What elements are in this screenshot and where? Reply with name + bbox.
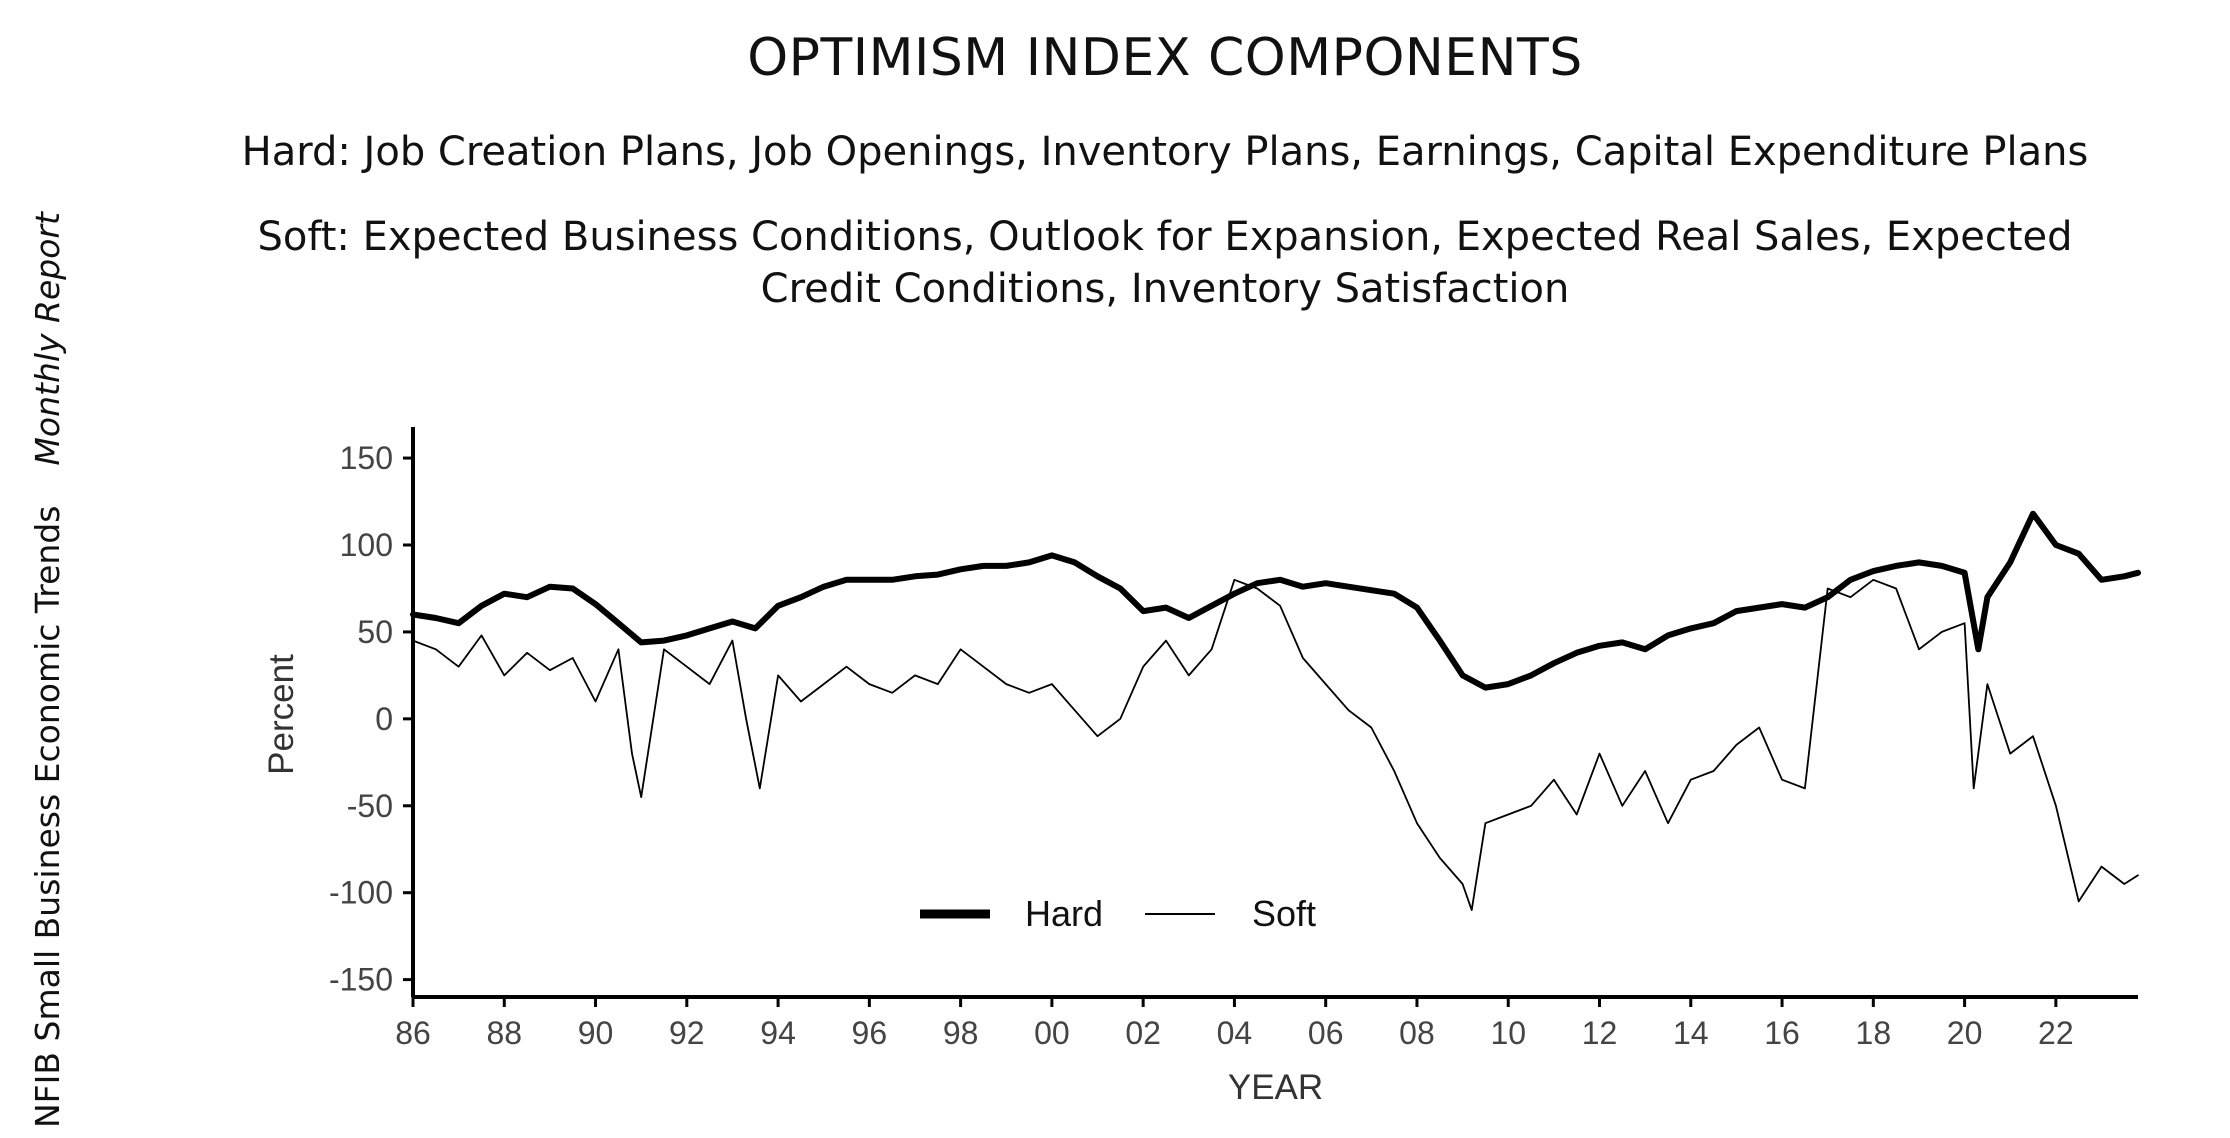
x-tick-label: 86 [395, 1015, 431, 1051]
x-tick-label: 16 [1764, 1015, 1800, 1051]
legend-hard-label: Hard [1025, 893, 1103, 934]
x-axis-title: YEAR [1228, 1068, 1323, 1107]
x-tick-label: 98 [943, 1015, 979, 1051]
page-title: OPTIMISM INDEX COMPONENTS [747, 28, 1583, 88]
x-tick-label: 22 [2038, 1015, 2074, 1051]
x-tick-label: 92 [669, 1015, 705, 1051]
x-tick-label: 06 [1308, 1015, 1344, 1051]
y-tick-label: 100 [340, 527, 393, 563]
soft-components-description: Soft: Expected Business Conditions, Outl… [160, 211, 2170, 315]
x-tick-label: 96 [852, 1015, 888, 1051]
series-line-hard [410, 510, 2141, 691]
x-tick-label: 00 [1034, 1015, 1070, 1051]
x-tick-label: 12 [1582, 1015, 1618, 1051]
soft-components-line-1: Soft: Expected Business Conditions, Outl… [257, 214, 2073, 260]
x-tick-label: 20 [1947, 1015, 1983, 1051]
x-tick-label: 90 [578, 1015, 614, 1051]
y-tick-label: 50 [357, 614, 393, 650]
x-tick-label: 88 [486, 1015, 522, 1051]
x-tick-label: 04 [1217, 1015, 1253, 1051]
legend-soft-label: Soft [1252, 893, 1316, 934]
x-tick-label: 18 [1856, 1015, 1892, 1051]
x-tick-label: 10 [1490, 1015, 1526, 1051]
chart-legend: Hard Soft [920, 893, 1316, 934]
x-tick-label: 94 [760, 1015, 796, 1051]
y-tick-label: 150 [340, 440, 393, 476]
soft-components-line-2: Credit Conditions, Inventory Satisfactio… [760, 266, 1570, 312]
hard-components-description: Hard: Job Creation Plans, Job Openings, … [241, 129, 2089, 175]
chart-series [410, 510, 2141, 911]
y-tick-label: 0 [375, 701, 393, 737]
series-line-soft [412, 578, 2139, 911]
y-axis-title: Percent [262, 654, 301, 775]
x-tick-label: 02 [1125, 1015, 1161, 1051]
y-tick-label: -150 [329, 962, 393, 998]
x-tick-label: 08 [1399, 1015, 1435, 1051]
y-tick-label: -100 [329, 875, 393, 911]
x-tick-label: 14 [1673, 1015, 1709, 1051]
y-tick-label: -50 [347, 788, 393, 824]
